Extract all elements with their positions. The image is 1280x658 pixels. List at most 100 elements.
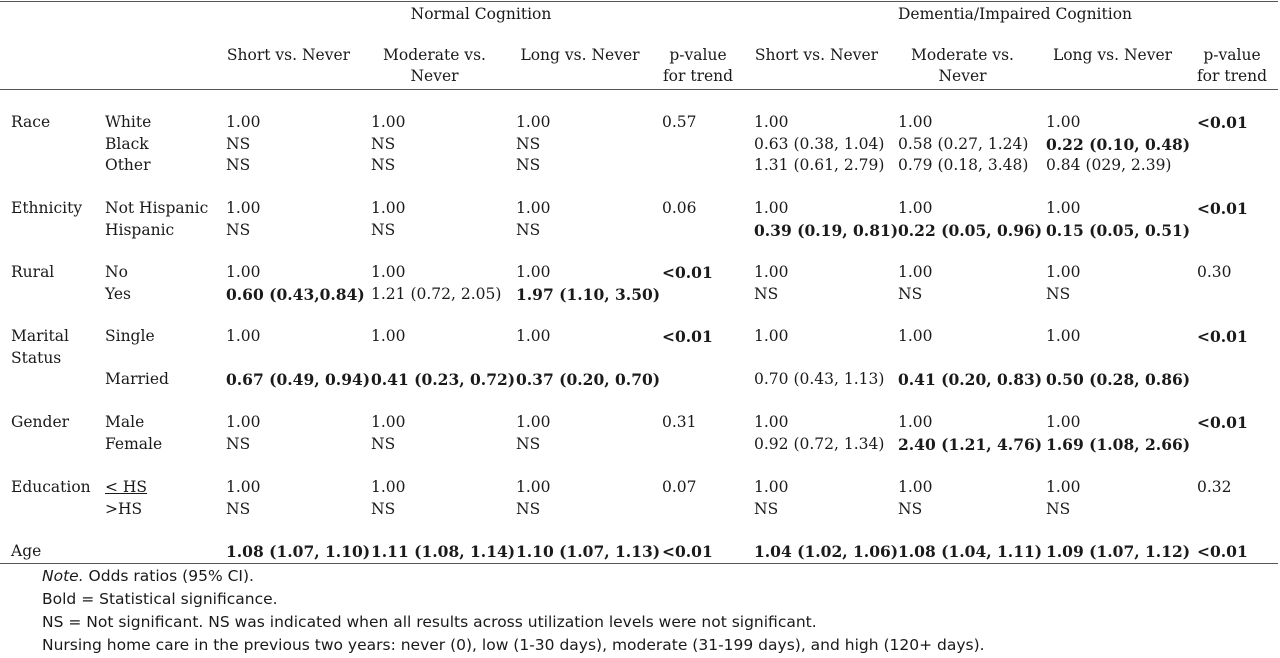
normal-cell: 1.10 (1.07, 1.13) (516, 542, 661, 561)
normal-trend-p: <0.01 (662, 542, 713, 561)
row-category-label: Other (105, 156, 151, 174)
dementia-trend-p: <0.01 (1197, 327, 1248, 346)
row-category-label: Black (105, 134, 149, 153)
dementia-cell: 1.00 (754, 113, 789, 131)
dementia-cell: 0.63 (0.38, 1.04) (754, 134, 885, 153)
dementia-cell: 1.00 (1046, 413, 1081, 431)
normal-cell: NS (516, 220, 541, 239)
dementia-cell: 1.00 (898, 413, 933, 431)
normal-cell: 1.00 (516, 478, 551, 496)
ns-legend: NS = Not significant. NS was indicated w… (42, 613, 817, 631)
normal-col-header-3: p-value for trend (662, 46, 734, 85)
dementia-cell: NS (1046, 284, 1071, 303)
normal-cell: 1.00 (371, 478, 406, 496)
bold-legend: Bold = Statistical significance. (42, 590, 278, 608)
normal-cell: 1.00 (516, 199, 551, 217)
dementia-cell: 2.40 (1.21, 4.76) (898, 434, 1043, 454)
normal-cell: NS (516, 156, 541, 174)
dementia-cell: 0.41 (0.20, 0.83) (898, 370, 1043, 389)
dementia-cell: 0.22 (0.10, 0.48) (1046, 134, 1191, 154)
dementia-cell: 1.00 (754, 478, 789, 496)
dementia-cell: 1.09 (1.07, 1.12) (1046, 542, 1191, 561)
dementia-cell: 1.00 (1046, 478, 1081, 496)
normal-col-header-2: Long vs. Never (520, 46, 640, 64)
group-header-normal: Normal Cognition (410, 5, 552, 23)
normal-cell: NS (516, 434, 541, 453)
normal-cell: 1.00 (226, 478, 261, 496)
normal-cell: NS (371, 134, 396, 153)
row-category-label: Married (105, 370, 169, 388)
note-text: Odds ratios (95% CI). (83, 567, 254, 585)
dementia-trend-p: <0.01 (1197, 413, 1248, 432)
normal-cell: NS (226, 220, 251, 239)
note-line: Note. Odds ratios (95% CI). (42, 565, 254, 587)
row-group-label: Rural (11, 263, 55, 281)
dementia-cell: 1.00 (1046, 113, 1081, 131)
dementia-cell: 1.08 (1.04, 1.11) (898, 542, 1043, 561)
normal-cell: 1.08 (1.07, 1.10) (226, 542, 371, 561)
dementia-cell: 1.00 (754, 413, 789, 431)
normal-cell: 1.21 (0.72, 2.05) (371, 284, 502, 303)
normal-cell: 0.41 (0.23, 0.72) (371, 370, 516, 389)
dementia-cell: NS (754, 284, 779, 303)
dementia-cell: 1.00 (1046, 327, 1081, 345)
dementia-col-header-0: Short vs. Never (754, 46, 879, 64)
normal-trend-p: <0.01 (662, 327, 713, 346)
dementia-cell: 0.79 (0.18, 3.48) (898, 156, 1029, 174)
dementia-cell: 1.00 (754, 327, 789, 345)
dementia-cell: 1.00 (898, 199, 933, 217)
normal-cell: 1.11 (1.08, 1.14) (371, 542, 516, 561)
normal-cell: NS (516, 134, 541, 153)
normal-cell: NS (226, 499, 251, 518)
dementia-cell: 0.22 (0.05, 0.96) (898, 220, 1043, 240)
dementia-cell: 1.00 (898, 478, 933, 496)
dementia-cell: 0.58 (0.27, 1.24) (898, 134, 1029, 153)
dementia-cell: 1.31 (0.61, 2.79) (754, 156, 885, 174)
normal-cell: 1.00 (516, 263, 551, 281)
dementia-cell: 1.69 (1.08, 2.66) (1046, 434, 1191, 454)
row-group-label: Race (11, 113, 51, 131)
dementia-cell: 0.92 (0.72, 1.34) (754, 434, 885, 453)
group-header-dementia: Dementia/Impaired Cognition (897, 5, 1133, 23)
dementia-cell: NS (898, 499, 923, 518)
dementia-cell: 1.00 (1046, 199, 1081, 217)
normal-col-header-0: Short vs. Never (226, 46, 351, 64)
normal-cell: 1.00 (516, 413, 551, 431)
normal-cell: NS (226, 156, 251, 174)
dementia-trend-p: <0.01 (1197, 199, 1248, 218)
row-category-label: >HS (105, 499, 143, 518)
dementia-cell: 1.00 (1046, 263, 1081, 281)
normal-cell: NS (371, 499, 396, 518)
row-category-label: Not Hispanic (105, 199, 209, 217)
note-label: Note. (42, 567, 84, 585)
bottom-rule (0, 563, 1278, 564)
normal-col-header-1: Moderate vs. Never (383, 46, 486, 85)
top-rule (0, 1, 1278, 2)
normal-cell: NS (516, 499, 541, 518)
row-category-label: < HS (105, 478, 148, 496)
dementia-cell: 0.50 (0.28, 0.86) (1046, 370, 1191, 389)
normal-cell: 1.00 (371, 327, 406, 345)
dementia-cell: NS (898, 284, 923, 303)
row-category-label: White (105, 113, 152, 131)
dementia-cell: 1.00 (754, 263, 789, 281)
dementia-col-header-3: p-value for trend (1196, 46, 1268, 85)
row-category-label: Hispanic (105, 220, 175, 239)
row-group-label: Age (11, 542, 42, 560)
dementia-trend-p: 0.30 (1197, 263, 1232, 281)
normal-trend-p: 0.07 (662, 478, 697, 496)
normal-cell: 1.00 (371, 263, 406, 281)
dementia-cell: NS (1046, 499, 1071, 518)
normal-cell: 1.00 (226, 199, 261, 217)
row-category-label: No (105, 263, 128, 281)
dementia-trend-p: <0.01 (1197, 113, 1248, 132)
normal-cell: 1.00 (371, 413, 406, 431)
row-group-label: Gender (11, 413, 70, 431)
row-group-label: Marital Status (11, 327, 69, 367)
normal-cell: 1.00 (371, 199, 406, 217)
normal-trend-p: 0.31 (662, 413, 697, 431)
dementia-trend-p: <0.01 (1197, 542, 1248, 561)
normal-cell: 1.00 (516, 113, 551, 131)
normal-cell: NS (371, 434, 396, 453)
